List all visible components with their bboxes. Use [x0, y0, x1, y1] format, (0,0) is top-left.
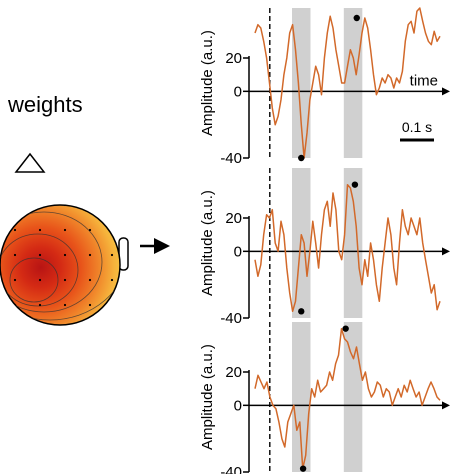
y-axis-label: Amplitude (a.u.): [199, 344, 216, 450]
x-axis-label: time: [410, 72, 438, 89]
amplitude-trace: [254, 183, 441, 313]
scalebar-label: 0.1 s: [402, 119, 432, 135]
peak-marker: [298, 154, 305, 162]
y-tick-label: 20: [225, 210, 242, 227]
waveform-panel-1: 20 0 -40 time Amplitude (a.u.): [199, 7, 450, 167]
y-tick-label: 20: [225, 364, 242, 381]
y-tick-label: 20: [225, 50, 242, 67]
head-topomap: [0, 152, 129, 326]
x-axis-arrow: [442, 87, 450, 96]
shaded-window-2: [343, 8, 363, 158]
waveform-panel-3: 20 0 -40 Amplitude (a.u.): [199, 322, 450, 474]
y-tick-label: 0: [234, 83, 242, 100]
arrow-icon: [140, 238, 170, 254]
time-scale-bar: 0.1 s: [400, 119, 434, 142]
shaded-window-1: [292, 8, 311, 158]
peak-marker: [342, 325, 349, 332]
shaded-window-1: [292, 322, 311, 472]
y-tick-label: -40: [220, 464, 242, 474]
peak-marker: [353, 14, 360, 22]
weights-label: weights: [7, 92, 83, 117]
peak-marker: [299, 465, 307, 472]
peak-marker: [298, 308, 305, 315]
y-tick-label: 0: [234, 243, 242, 260]
y-tick-label: 0: [234, 397, 242, 414]
y-axis-label: Amplitude (a.u.): [199, 30, 216, 136]
x-axis-arrow: [442, 401, 450, 410]
y-tick-label: -40: [220, 150, 242, 167]
amplitude-trace: [254, 7, 441, 159]
amplitude-trace: [254, 327, 441, 470]
shaded-window-2: [343, 322, 363, 472]
y-axis-label: Amplitude (a.u.): [199, 190, 216, 296]
nose: [14, 152, 46, 173]
x-axis-arrow: [442, 247, 450, 256]
peak-marker: [351, 181, 359, 188]
shaded-window-2: [343, 168, 363, 318]
y-tick-label: -40: [220, 310, 242, 327]
